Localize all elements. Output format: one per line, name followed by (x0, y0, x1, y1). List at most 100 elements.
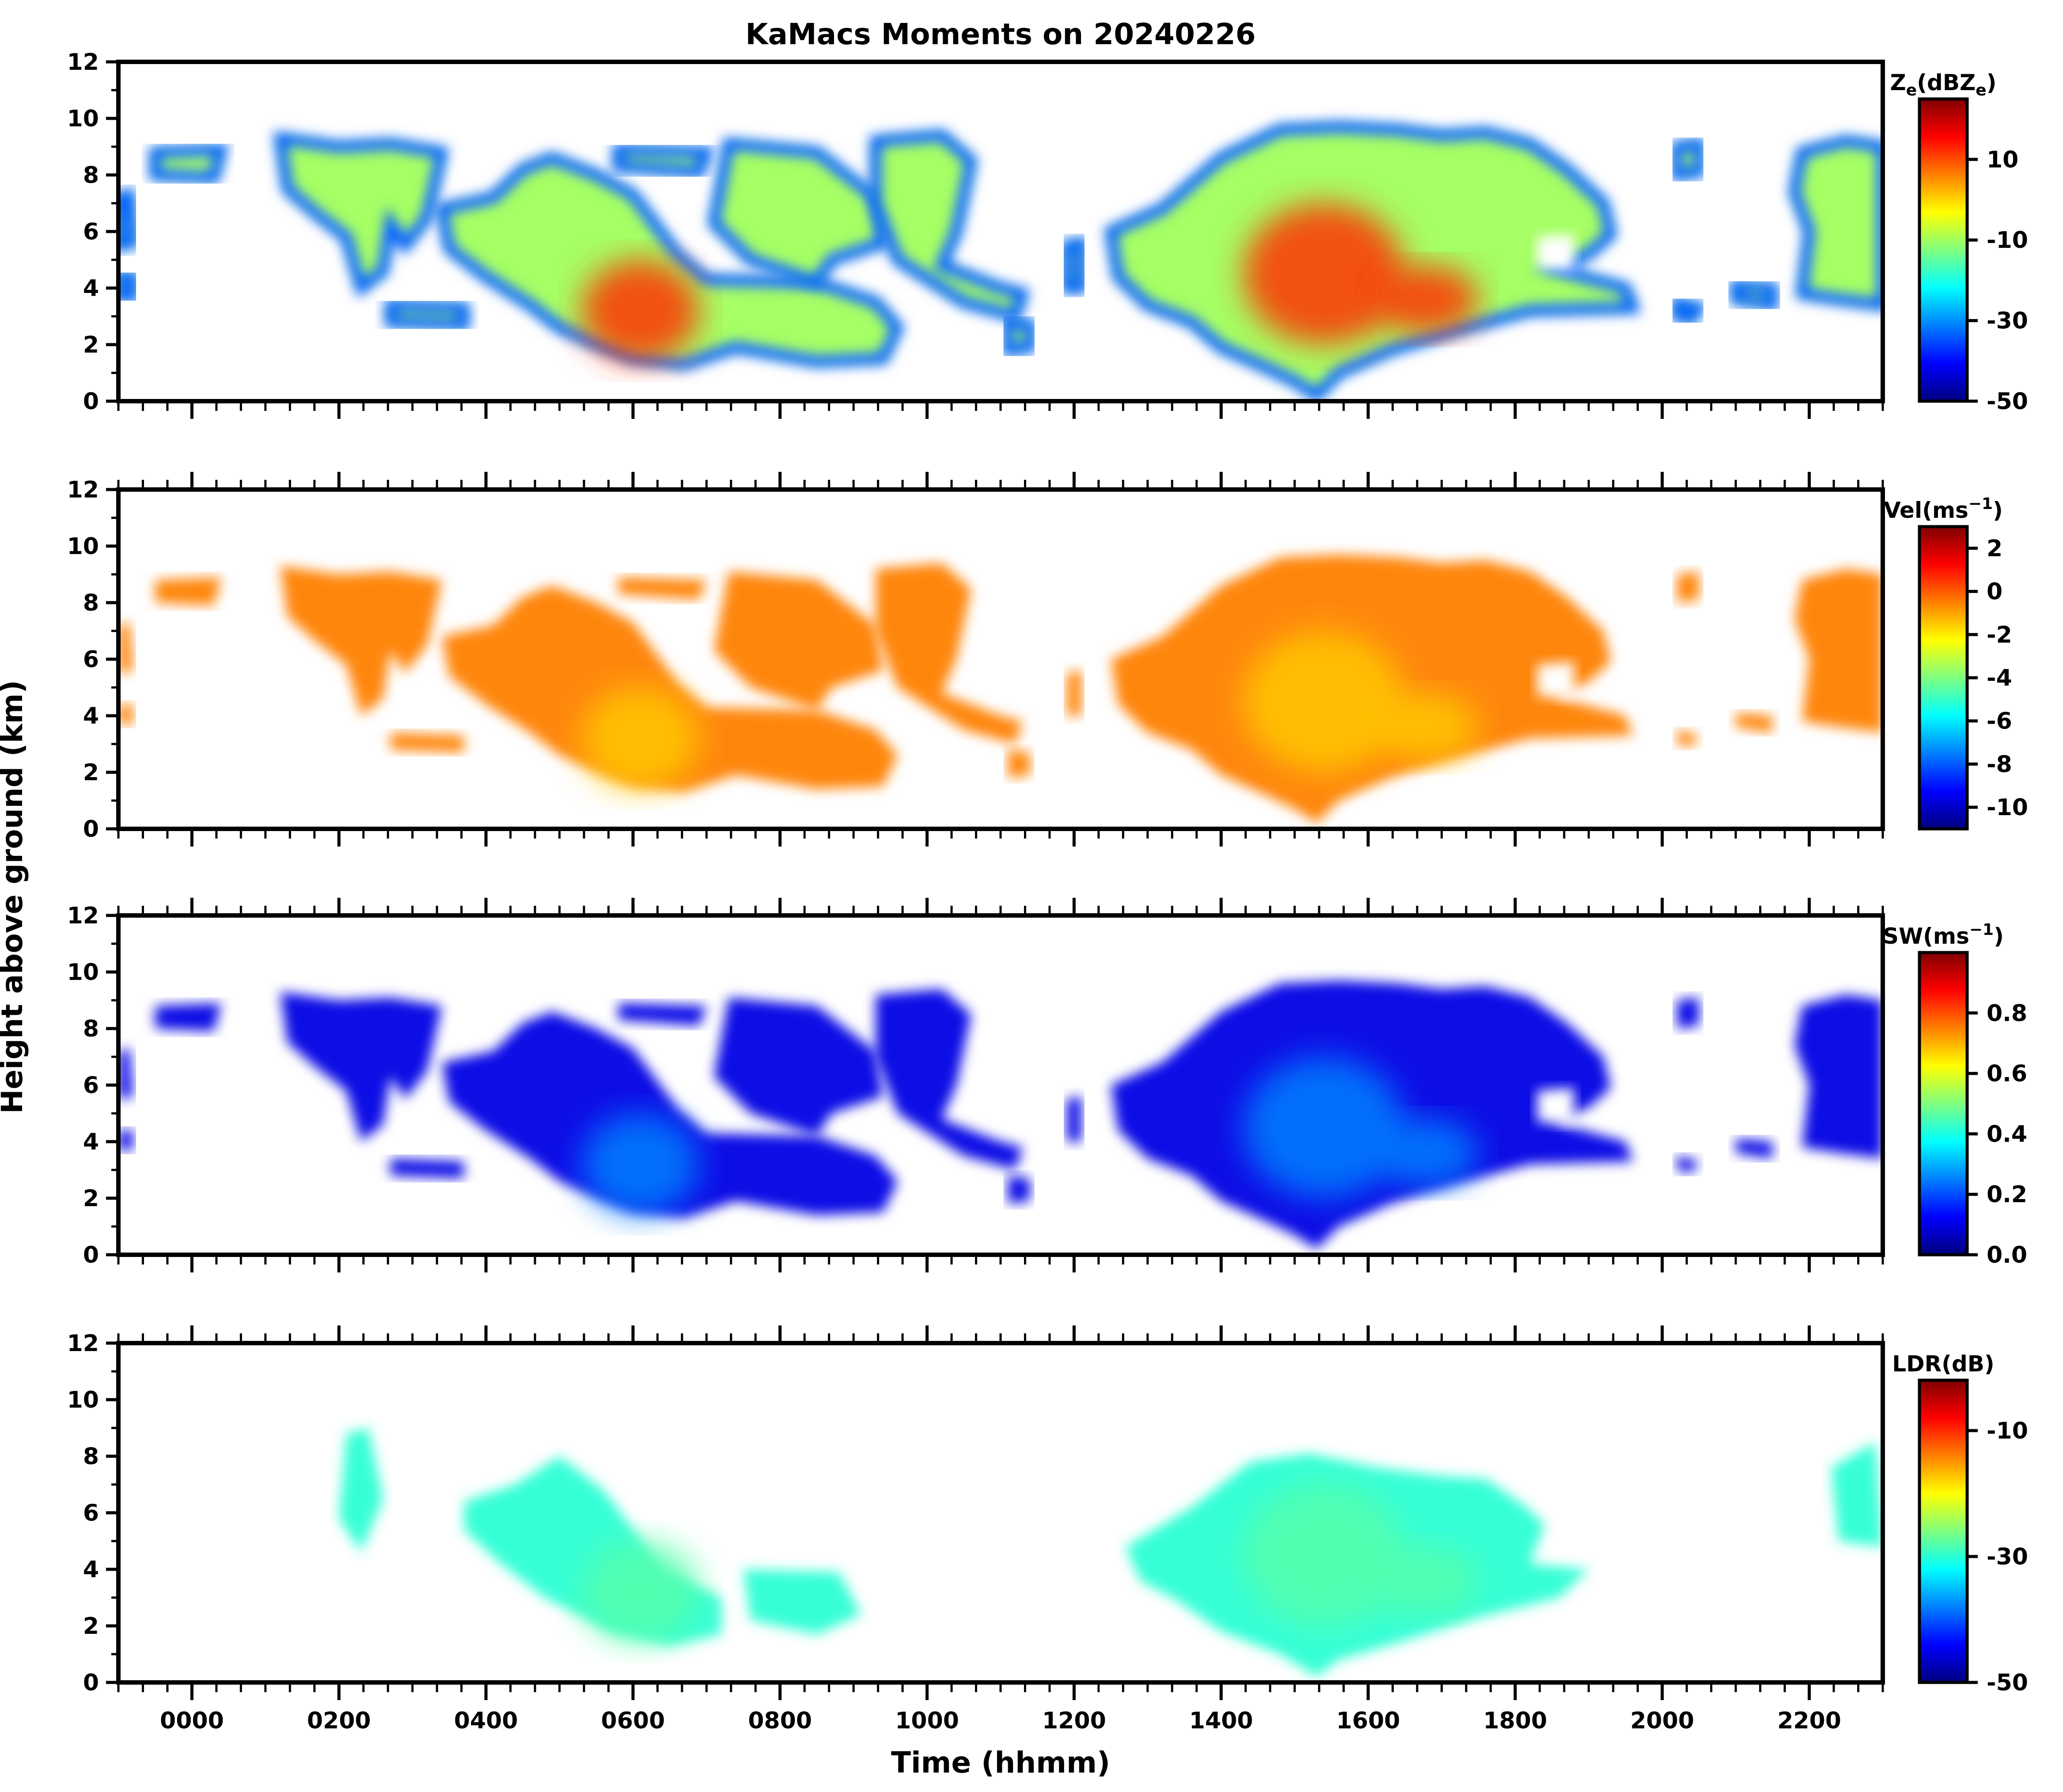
y-tick-label: 0 (83, 388, 99, 415)
echo-edge (1002, 315, 1036, 357)
chart-title: KaMacs Moments on 20240226 (745, 17, 1255, 51)
echo-edge (273, 131, 449, 298)
y-tick-label: 12 (67, 49, 99, 76)
colorbar-vel (1918, 525, 1969, 831)
colorbar-tick-label: -8 (1987, 751, 2012, 778)
colorbar-ldr (1918, 1378, 1969, 1684)
colorbar-tick-label: -10 (1987, 794, 2028, 821)
colorbar-tick-label: -50 (1987, 1670, 2028, 1696)
echo-core (1375, 1119, 1479, 1187)
y-tick-label: 0 (83, 1242, 99, 1268)
echo-core (1375, 265, 1479, 334)
panel-vel: 0 2 4 6 8 10 12 2 0 -2 -4 -6 -8 -10 Vel(ms−1) (67, 472, 2028, 847)
echo-edge (118, 187, 140, 252)
echo-region (1794, 569, 1883, 733)
echo-core (581, 1541, 699, 1643)
x-tick-label: 0800 (748, 1708, 812, 1734)
panel-sw: 0 2 4 6 8 10 12 0.8 0.6 0.4 0.2 0.0 SW(ms−1) (67, 898, 2027, 1272)
y-tick-label: 12 (67, 477, 99, 503)
x-tick-label: 0000 (160, 1708, 224, 1734)
echo-core (1243, 203, 1405, 345)
echo-core (581, 687, 699, 790)
colorbar-tick-label: 0 (1987, 579, 2002, 605)
echo-region (618, 1003, 707, 1026)
y-tick-label: 10 (67, 106, 99, 132)
echo-layer-sw (118, 980, 1883, 1249)
y-tick-label: 8 (83, 590, 99, 616)
panel-ze: 0 2 4 6 8 10 12 10 -10 -30 -50 Ze(dBZe) (67, 49, 2028, 419)
echo-edge (435, 152, 905, 371)
echo-core (1243, 631, 1405, 772)
echo-layer-ze (118, 121, 1883, 401)
x-tick-label: 1200 (1042, 1708, 1106, 1734)
echo-region (442, 1011, 898, 1218)
echo-edge (149, 143, 229, 184)
y-tick-label: 4 (83, 703, 99, 729)
echo-region (155, 577, 221, 606)
y-tick-label: 2 (83, 1613, 99, 1640)
colorbar-ze (1918, 97, 1969, 403)
echo-region (743, 1569, 861, 1635)
echo-core (1375, 693, 1479, 761)
echo-region (155, 1003, 221, 1032)
echo-region (280, 566, 442, 716)
echo-region (714, 144, 883, 283)
y-tick-label: 4 (83, 275, 99, 302)
x-tick-label: 1000 (895, 1708, 959, 1734)
colorbar-tick-label: -10 (1987, 227, 2028, 254)
colorbar-tick-label: 2 (1987, 535, 2002, 562)
echo-edge (1104, 121, 1641, 401)
echo-region (1736, 1139, 1773, 1159)
y-tick-label: 4 (83, 1129, 99, 1155)
y-tick-label: 8 (83, 1443, 99, 1470)
echo-region (280, 991, 442, 1142)
colorbar-tick-label: -6 (1987, 708, 2012, 735)
echo-edge (118, 271, 139, 303)
colorbar-tick-label: -10 (1987, 1418, 2028, 1444)
y-tick-label: 6 (83, 646, 99, 673)
echo-core (581, 1113, 699, 1215)
echo-region (876, 563, 1023, 744)
x-tick-label: 0600 (601, 1708, 665, 1734)
colorbar-tick-label: -50 (1987, 388, 2028, 415)
colorbar-title: Vel(ms−1) (1884, 495, 2003, 523)
echo-region (1008, 1175, 1030, 1204)
x-tick-label: 0400 (454, 1708, 518, 1734)
echo-region (390, 733, 464, 753)
echo-region (1831, 1442, 1883, 1547)
y-tick-label: 10 (67, 959, 99, 986)
echo-region (1794, 141, 1883, 305)
colorbar-sw (1918, 951, 1969, 1257)
x-tick-label: 1400 (1189, 1708, 1253, 1734)
echo-region (118, 622, 133, 673)
echo-edge (707, 137, 890, 289)
echo-core (1243, 1057, 1405, 1198)
echo-region (280, 138, 442, 288)
echo-region (876, 989, 1023, 1170)
colorbar-tick-label: -4 (1987, 665, 2012, 691)
colorbar-tick-label: 0.0 (1987, 1242, 2027, 1268)
x-tick-label: 2000 (1630, 1708, 1694, 1734)
colorbar-tick-label: -30 (1987, 1544, 2028, 1570)
y-tick-label: 6 (83, 1072, 99, 1099)
echo-region (1677, 1156, 1699, 1173)
echo-region (339, 1428, 383, 1553)
x-tick-label: 0200 (307, 1708, 371, 1734)
y-tick-label: 12 (67, 1330, 99, 1357)
echo-edge (1061, 235, 1088, 294)
panels: 0 2 4 6 8 10 12 10 -10 -30 -50 Ze(dBZe) 0 2 4 6 8 10 12 2 0 -… (67, 49, 2028, 1734)
echo-edge (1788, 135, 1883, 311)
y-axis-title: Height above ground (km) (0, 680, 29, 1114)
echo-edge (384, 299, 470, 331)
plot-frame (116, 1341, 1885, 1685)
echo-layer-ldr (339, 1428, 1883, 1677)
y-tick-label: 2 (83, 332, 99, 358)
panel-ldr: 0 2 4 6 8 10 12 0000 0200 0400 0600 0800 1000 1200 140… (67, 1325, 2028, 1734)
colorbar-title: Ze(dBZe) (1890, 70, 1997, 99)
echo-region (1794, 995, 1883, 1159)
echo-region (1677, 571, 1699, 603)
echo-region (390, 1158, 464, 1179)
echo-region (118, 1048, 133, 1099)
y-tick-label: 10 (67, 533, 99, 560)
colorbar-tick-label: -30 (1987, 308, 2028, 334)
